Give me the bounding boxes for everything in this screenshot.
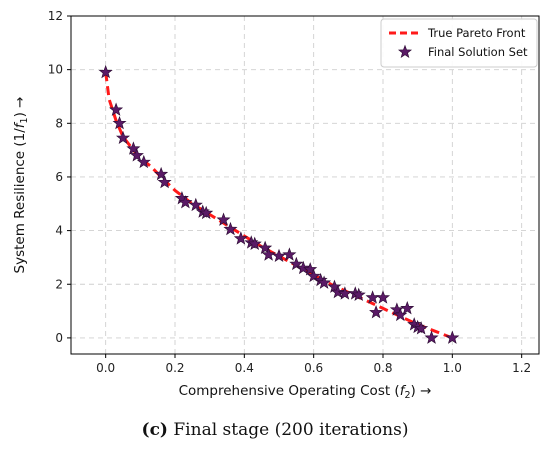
solution-point [306,268,321,283]
y-tick-label: 4 [55,224,63,238]
legend-label-true-pareto-front: True Pareto Front [427,26,526,40]
solution-point [258,240,273,255]
y-tick-label: 10 [48,63,63,77]
x-tick-label: 0.6 [304,361,323,375]
solution-point [199,205,214,220]
final-solution-set-layer [98,64,460,344]
solution-point [271,248,287,263]
pareto-chart: 0.0 0.2 0.4 0.6 0.8 1.0 1.2 0 2 4 6 8 10 12 Comprehen… [12,9,540,401]
caption-text: Final stage (200 iterations) [167,420,409,440]
solution-point [317,275,332,289]
solution-point [414,321,429,335]
solution-point [289,256,304,271]
y-tick-label: 0 [55,331,63,345]
solution-point [216,212,231,226]
solution-point [109,102,124,116]
x-tick-label: 0.0 [96,361,115,375]
legend-box [380,18,538,68]
axis-ticks: 0.0 0.2 0.4 0.6 0.8 1.0 1.2 0 2 4 6 8 10 12 [48,9,531,375]
caption-label: (c) [141,420,168,440]
solution-point [126,141,141,155]
solution-point [282,247,297,261]
x-axis-label: Comprehensive Operating Cost (f2) → [179,383,432,401]
solution-point [154,166,169,181]
solution-point [351,287,366,301]
y-tick-label: 2 [55,277,63,291]
solution-point [393,307,408,322]
y-tick-label: 12 [48,9,63,23]
x-tick-label: 1.2 [512,361,531,375]
solution-point [389,302,404,316]
x-tick-label: 1.0 [443,361,462,375]
legend-label-final-solution-set: Final Solution Set [428,45,528,59]
solution-point [223,221,238,236]
x-tick-label: 0.8 [373,361,392,375]
y-tick-label: 8 [55,116,63,130]
legend: True Pareto Front Final Solution Set [380,18,538,68]
solution-point [112,115,127,130]
y-axis-label: System Resilience (1/f1) → [12,97,30,274]
solution-point [136,154,151,169]
plot-frame [70,15,540,355]
solution-point [157,174,172,189]
legend-star-marker [397,44,413,58]
solution-point [178,195,193,209]
solution-point [233,231,248,245]
solution-point [98,64,113,79]
true-pareto-front-layer [104,72,453,340]
x-tick-label: 0.4 [235,361,254,375]
true-pareto-front-line [104,72,453,340]
y-tick-label: 6 [55,170,63,184]
solution-point [330,284,345,299]
solution-point [115,130,131,145]
solution-point [303,262,318,276]
figure-caption: (c) Final stage (200 iterations) [0,420,550,440]
solution-point [327,279,342,293]
solution-point [375,290,391,304]
solution-point [261,247,276,261]
solution-point [247,236,262,250]
solution-point [296,260,311,275]
solution-point [337,286,352,300]
x-tick-label: 0.2 [165,361,184,375]
solution-point [129,148,144,162]
solution-point [424,330,439,344]
solution-point [445,330,460,344]
solution-point [369,305,384,319]
solution-point [188,197,203,212]
solution-point [400,301,415,315]
